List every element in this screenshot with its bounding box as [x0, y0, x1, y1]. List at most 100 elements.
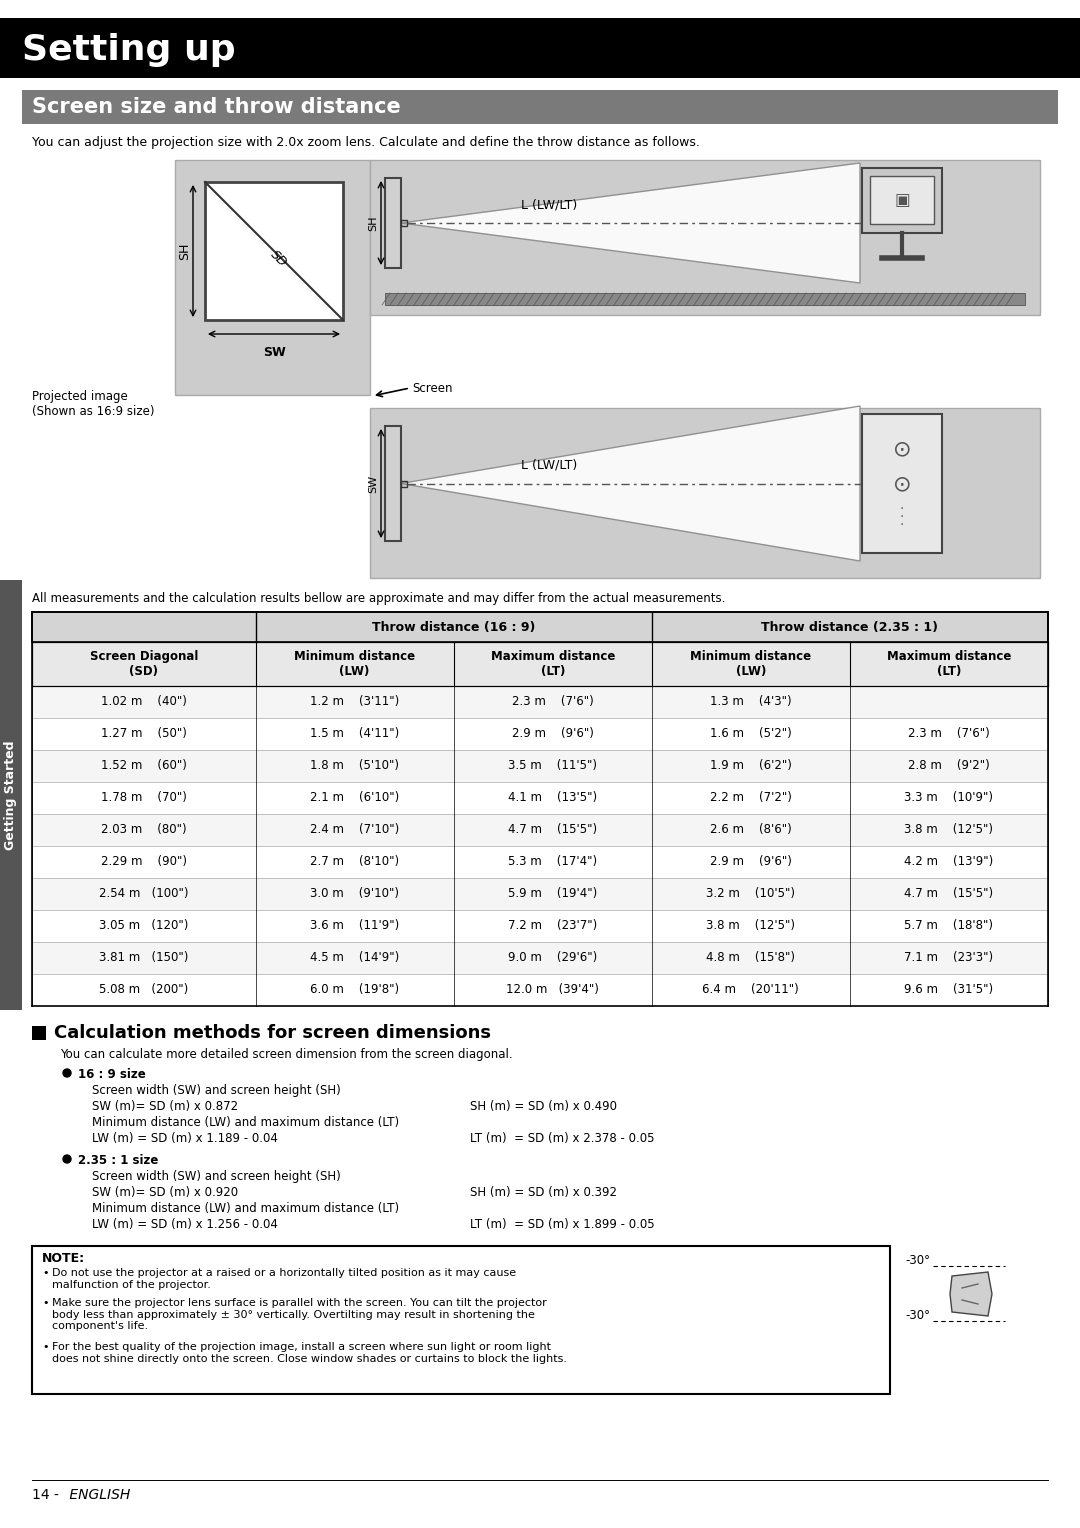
Bar [401, 480, 407, 486]
Text: LT (m)  = SD (m) x 2.378 - 0.05: LT (m) = SD (m) x 2.378 - 0.05 [470, 1132, 654, 1144]
Text: 3.5 m    (11'5"): 3.5 m (11'5") [509, 759, 597, 773]
Bar [22, 90, 1058, 124]
Bar [32, 941, 1048, 973]
Text: ·: · [900, 518, 904, 532]
Text: 2.54 m   (100"): 2.54 m (100") [99, 888, 189, 900]
Bar [32, 1025, 46, 1041]
Text: 1.9 m    (6'2"): 1.9 m (6'2") [710, 759, 792, 773]
Text: 16 : 9 size: 16 : 9 size [78, 1068, 146, 1080]
Text: Setting up: Setting up [22, 34, 235, 67]
Text: 2.4 m    (7'10"): 2.4 m (7'10") [310, 824, 400, 836]
Text: 5.9 m    (19'4"): 5.9 m (19'4") [508, 888, 597, 900]
Bar [32, 782, 1048, 814]
Text: Getting Started: Getting Started [4, 740, 17, 850]
Text: You can adjust the projection size with 2.0x zoom lens. Calculate and define the: You can adjust the projection size with … [32, 136, 700, 150]
Bar [205, 182, 343, 319]
Text: ⊙: ⊙ [893, 474, 912, 494]
Text: 4.8 m    (15'8"): 4.8 m (15'8") [706, 952, 795, 964]
Text: 1.02 m    (40"): 1.02 m (40") [100, 695, 187, 709]
Text: 1.5 m    (4'11"): 1.5 m (4'11") [310, 727, 400, 741]
Text: 5.3 m    (17'4"): 5.3 m (17'4") [508, 856, 597, 868]
Bar [401, 220, 407, 226]
Text: Maximum distance
(LT): Maximum distance (LT) [887, 649, 1011, 678]
Text: 3.8 m    (12'5"): 3.8 m (12'5") [706, 920, 795, 932]
Text: 2.2 m    (7'2"): 2.2 m (7'2") [710, 792, 792, 805]
Text: ·: · [900, 510, 904, 524]
Text: Projected image
(Shown as 16:9 size): Projected image (Shown as 16:9 size) [32, 390, 154, 419]
Bar [0, 18, 1080, 78]
Text: 4.5 m    (14'9"): 4.5 m (14'9") [310, 952, 400, 964]
Text: Throw distance (16 : 9): Throw distance (16 : 9) [372, 620, 536, 634]
Bar [384, 293, 1025, 306]
Text: 2.35 : 1 size: 2.35 : 1 size [78, 1154, 159, 1167]
Text: 5.7 m    (18'8"): 5.7 m (18'8") [904, 920, 994, 932]
Text: 9.0 m    (29'6"): 9.0 m (29'6") [508, 952, 597, 964]
Text: 4.1 m    (13'5"): 4.1 m (13'5") [508, 792, 597, 805]
Text: 2.1 m    (6'10"): 2.1 m (6'10") [310, 792, 400, 805]
Text: 1.6 m    (5'2"): 1.6 m (5'2") [710, 727, 792, 741]
Text: 2.6 m    (8'6"): 2.6 m (8'6") [710, 824, 792, 836]
Text: LW (m) = SD (m) x 1.256 - 0.04: LW (m) = SD (m) x 1.256 - 0.04 [92, 1218, 278, 1232]
Bar [862, 414, 942, 553]
Text: -30°: -30° [905, 1254, 930, 1267]
Text: 1.27 m    (50"): 1.27 m (50") [100, 727, 187, 741]
Text: 2.03 m    (80"): 2.03 m (80") [100, 824, 187, 836]
Circle shape [63, 1155, 71, 1163]
Bar [32, 911, 1048, 941]
Bar [32, 1245, 890, 1394]
Text: 4.2 m    (13'9"): 4.2 m (13'9") [904, 856, 994, 868]
Text: LW (m) = SD (m) x 1.189 - 0.04: LW (m) = SD (m) x 1.189 - 0.04 [92, 1132, 278, 1144]
Text: Screen width (SW) and screen height (SH): Screen width (SW) and screen height (SH) [92, 1170, 341, 1183]
Text: 5.08 m   (200"): 5.08 m (200") [99, 984, 188, 996]
Text: 2.7 m    (8'10"): 2.7 m (8'10") [310, 856, 400, 868]
Text: L (LW/LT): L (LW/LT) [521, 458, 577, 472]
Bar [32, 613, 1048, 642]
Text: Calculation methods for screen dimensions: Calculation methods for screen dimension… [54, 1024, 491, 1042]
Text: 2.3 m    (7'6"): 2.3 m (7'6") [512, 695, 594, 709]
Text: 2.8 m    (9'2"): 2.8 m (9'2") [908, 759, 989, 773]
Text: SW (m)= SD (m) x 0.872: SW (m)= SD (m) x 0.872 [92, 1100, 238, 1112]
Text: SW (m)= SD (m) x 0.920: SW (m)= SD (m) x 0.920 [92, 1186, 238, 1199]
Text: -30°: -30° [905, 1309, 930, 1322]
Text: 6.0 m    (19'8"): 6.0 m (19'8") [310, 984, 400, 996]
Text: •: • [42, 1297, 49, 1308]
Text: 4.7 m    (15'5"): 4.7 m (15'5") [904, 888, 994, 900]
Text: 2.29 m    (90"): 2.29 m (90") [100, 856, 187, 868]
Circle shape [63, 1070, 71, 1077]
Text: Minimum distance (LW) and maximum distance (LT): Minimum distance (LW) and maximum distan… [92, 1115, 400, 1129]
Text: Minimum distance
(LW): Minimum distance (LW) [690, 649, 811, 678]
Text: •: • [42, 1342, 49, 1352]
Text: LT (m)  = SD (m) x 1.899 - 0.05: LT (m) = SD (m) x 1.899 - 0.05 [470, 1218, 654, 1232]
Text: Screen size and throw distance: Screen size and throw distance [32, 96, 401, 118]
Bar [32, 686, 1048, 718]
Text: Screen: Screen [411, 382, 453, 394]
Text: All measurements and the calculation results bellow are approximate and may diff: All measurements and the calculation res… [32, 591, 726, 605]
Text: SW: SW [262, 345, 285, 359]
Bar [370, 408, 1040, 578]
Bar [384, 177, 401, 267]
Text: 3.2 m    (10'5"): 3.2 m (10'5") [706, 888, 795, 900]
Text: •: • [42, 1268, 49, 1277]
Polygon shape [401, 163, 860, 283]
Text: 1.2 m    (3'11"): 1.2 m (3'11") [310, 695, 400, 709]
Text: 3.0 m    (9'10"): 3.0 m (9'10") [310, 888, 400, 900]
Bar [32, 750, 1048, 782]
Text: SD: SD [268, 248, 289, 270]
Text: 1.8 m    (5'10"): 1.8 m (5'10") [310, 759, 400, 773]
Text: SH: SH [368, 215, 378, 231]
Text: Screen width (SW) and screen height (SH): Screen width (SW) and screen height (SH) [92, 1083, 341, 1097]
Text: 9.6 m    (31'5"): 9.6 m (31'5") [904, 984, 994, 996]
Bar [32, 847, 1048, 879]
Bar [862, 168, 942, 232]
Text: SH (m) = SD (m) x 0.392: SH (m) = SD (m) x 0.392 [470, 1186, 617, 1199]
Polygon shape [401, 406, 860, 561]
Bar [370, 160, 1040, 315]
Bar [32, 879, 1048, 911]
Bar [32, 814, 1048, 847]
Text: 3.05 m   (120"): 3.05 m (120") [99, 920, 188, 932]
Text: Throw distance (2.35 : 1): Throw distance (2.35 : 1) [761, 620, 939, 634]
Text: 6.4 m    (20'11"): 6.4 m (20'11") [702, 984, 799, 996]
Bar [0, 581, 22, 1010]
Bar [32, 973, 1048, 1005]
Text: Screen Diagonal
(SD): Screen Diagonal (SD) [90, 649, 198, 678]
